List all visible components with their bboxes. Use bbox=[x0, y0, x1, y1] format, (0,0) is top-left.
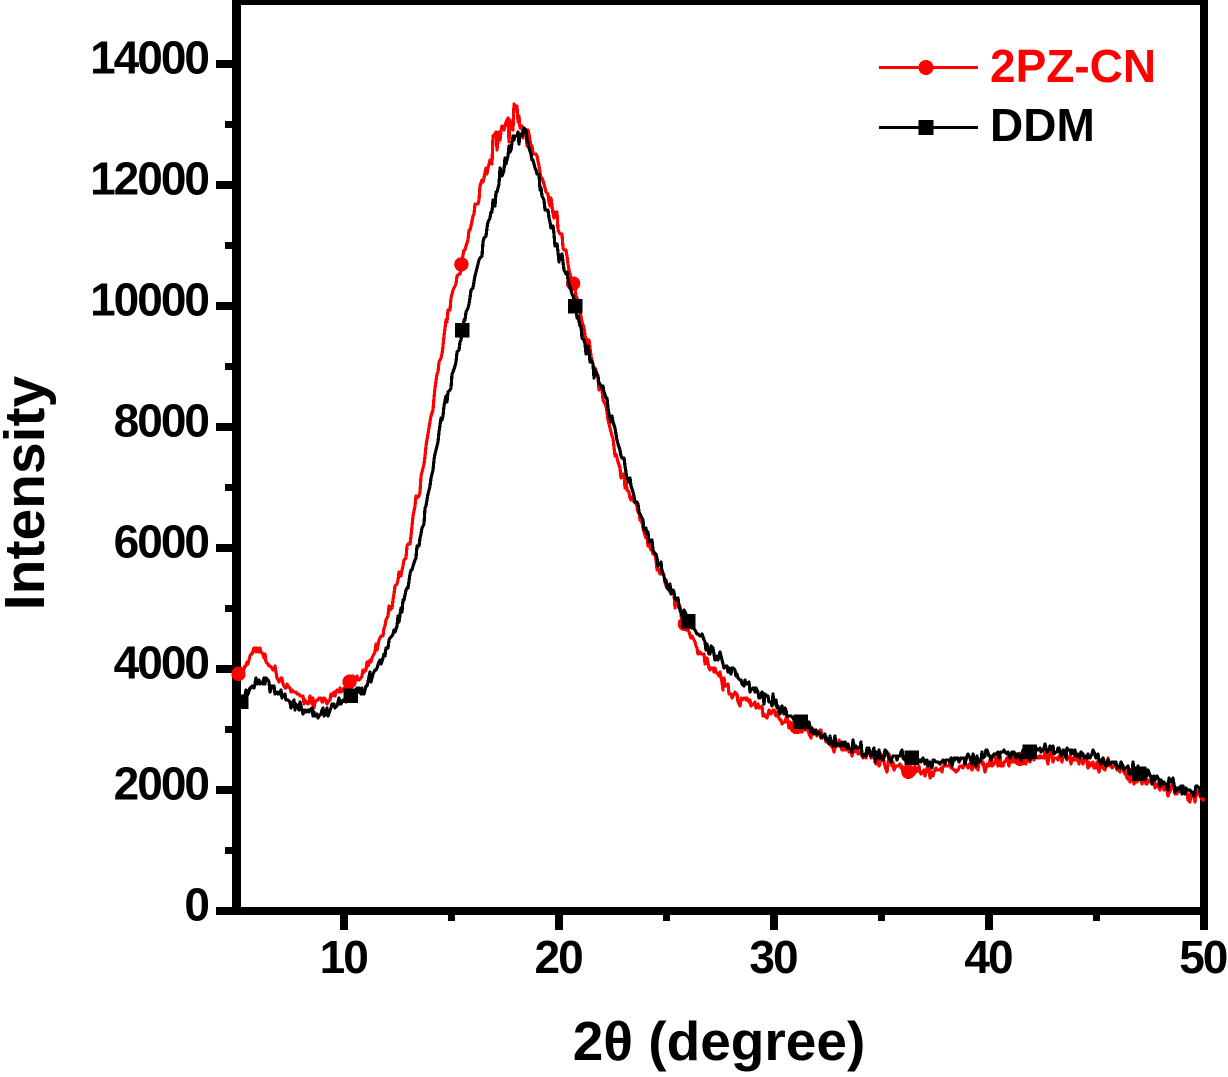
svg-text:10000: 10000 bbox=[90, 274, 208, 326]
svg-text:12000: 12000 bbox=[90, 153, 208, 205]
svg-text:14000: 14000 bbox=[90, 32, 208, 84]
svg-text:30: 30 bbox=[749, 931, 797, 983]
svg-text:Intensity: Intensity bbox=[0, 376, 57, 611]
svg-text:20: 20 bbox=[535, 931, 583, 983]
svg-text:4000: 4000 bbox=[114, 637, 209, 689]
svg-text:2PZ-CN: 2PZ-CN bbox=[990, 40, 1156, 92]
svg-text:2000: 2000 bbox=[114, 758, 209, 810]
svg-text:50: 50 bbox=[1179, 931, 1227, 983]
svg-text:10: 10 bbox=[320, 931, 368, 983]
svg-text:2θ (degree): 2θ (degree) bbox=[573, 1010, 866, 1072]
svg-text:8000: 8000 bbox=[114, 395, 209, 447]
svg-text:40: 40 bbox=[964, 931, 1012, 983]
svg-text:DDM: DDM bbox=[990, 99, 1095, 151]
svg-text:6000: 6000 bbox=[114, 516, 209, 568]
svg-text:0: 0 bbox=[184, 879, 208, 931]
